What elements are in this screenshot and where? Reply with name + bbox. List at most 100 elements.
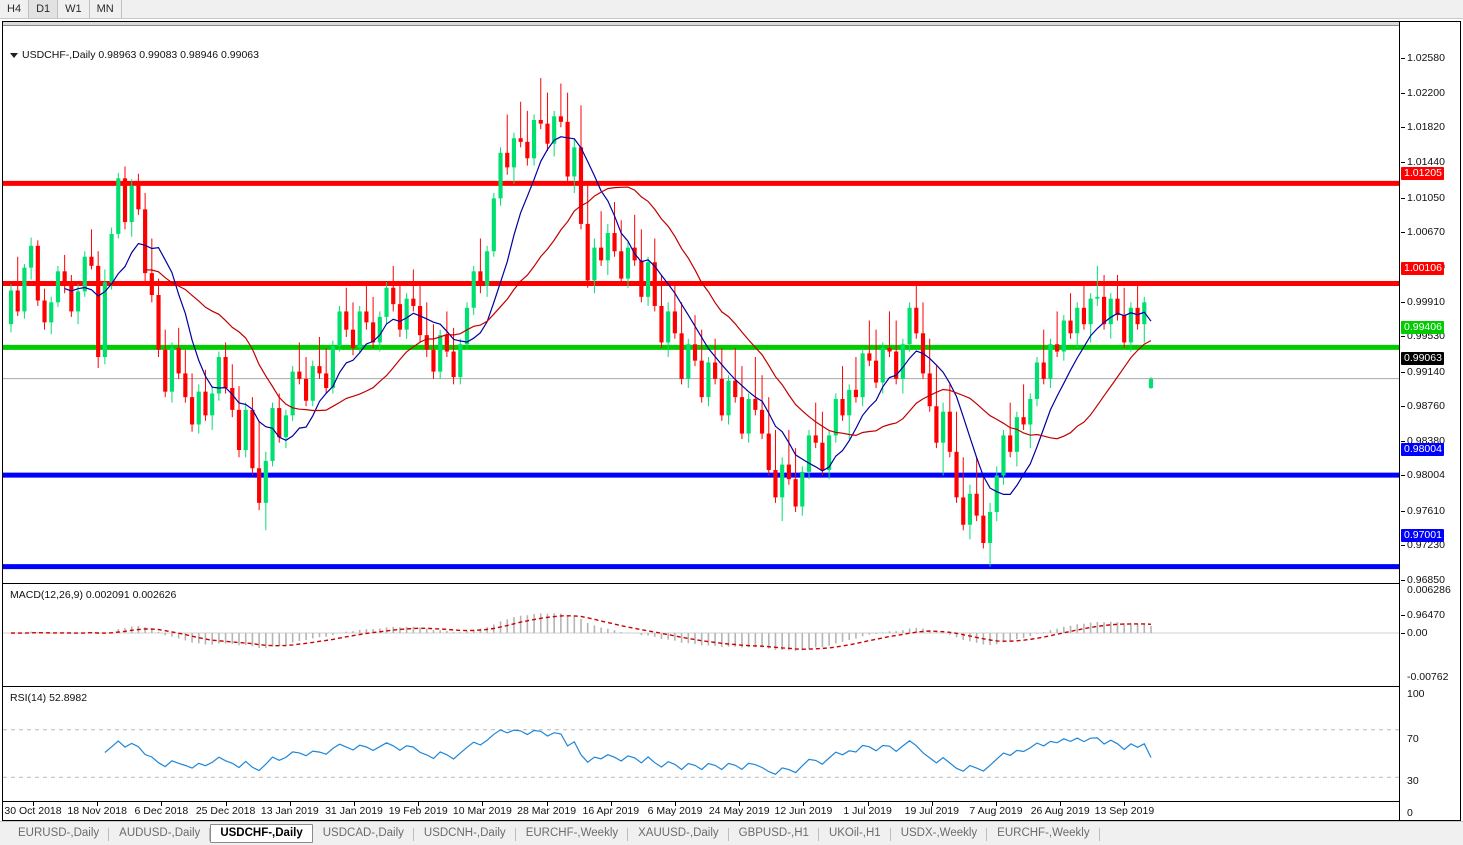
candle-body [599, 247, 604, 261]
candle-body [458, 344, 463, 378]
candle-body [679, 333, 684, 379]
candle-body [364, 311, 369, 323]
candle-body [780, 464, 785, 498]
rsi-pane[interactable] [3, 687, 1401, 800]
date-tick [675, 802, 676, 806]
chart-frame[interactable]: USDCHF-,Daily 0.98963 0.99083 0.98946 0.… [2, 21, 1461, 821]
date-axis-label: 19 Jul 2019 [904, 805, 959, 817]
price-pane[interactable] [3, 26, 1401, 583]
candle-body [183, 373, 188, 398]
candle-body [350, 329, 356, 348]
candle-body [122, 178, 128, 223]
date-axis-label: 1 Jul 2019 [843, 805, 892, 817]
price-tag-support-2[interactable]: 0.97001 [1401, 529, 1444, 542]
date-tick [610, 802, 612, 806]
date-tick [482, 802, 484, 806]
candle-body [867, 353, 872, 361]
candle-body [934, 406, 939, 443]
chart-tab[interactable]: UKOil-,H1 [819, 824, 891, 843]
candle-body [297, 371, 302, 379]
chart-tab[interactable]: EURCHF-,Weekly [987, 824, 1101, 843]
candle-body [1135, 307, 1140, 325]
chart-tab[interactable]: USDCNH-,Daily [414, 824, 516, 843]
date-axis-label: 13 Jan 2019 [260, 805, 319, 817]
candle-body [699, 360, 704, 398]
candle-body [102, 282, 107, 358]
date-axis-label: 6 Dec 2018 [134, 805, 189, 817]
chart-tab[interactable]: EURCHF-,Weekly [516, 824, 629, 843]
price-tick: 0.99910 [1400, 297, 1461, 308]
macd-svg [3, 613, 1401, 651]
candle-body [431, 349, 436, 372]
candle-body [49, 302, 54, 323]
candle-body [116, 178, 121, 234]
candle-body [612, 233, 617, 252]
candle-body [1014, 417, 1019, 452]
candle-body [216, 357, 221, 394]
candle-body [29, 245, 34, 268]
macd-scale-value: 0.00 [1407, 627, 1428, 639]
timeframe-w1[interactable]: W1 [58, 0, 90, 18]
price-tag-support-1[interactable]: 0.98004 [1401, 443, 1444, 456]
price-candles-svg [3, 78, 1401, 570]
candle-body [746, 398, 751, 434]
candle-body [169, 347, 175, 392]
date-axis-label: 19 Feb 2019 [388, 805, 448, 817]
candle-body [565, 121, 570, 177]
candle-body [941, 411, 946, 443]
chart-tab[interactable]: USDCAD-,Daily [313, 824, 415, 843]
tick-mark [1401, 58, 1405, 59]
price-tag-resistance-2[interactable]: 1.00106 [1401, 262, 1444, 275]
candle-body [585, 223, 590, 281]
price-tick-label: 0.98760 [1407, 400, 1445, 412]
price-tick-label: 1.01440 [1407, 156, 1445, 168]
candle-body [1081, 307, 1087, 325]
candle-body [424, 335, 429, 350]
candle-body [605, 233, 610, 261]
candle-body [397, 304, 403, 330]
candle-body [827, 435, 832, 471]
candle-body [451, 351, 456, 378]
candle-body [75, 291, 81, 312]
price-tick: 1.00670 [1400, 227, 1461, 238]
price-tag-pivot[interactable]: 0.99406 [1401, 321, 1444, 334]
chart-tab[interactable]: AUDUSD-,Daily [109, 824, 211, 843]
candle-body [69, 285, 74, 312]
chart-tab[interactable]: XAUUSD-,Daily [628, 824, 729, 843]
candle-body [706, 362, 711, 398]
timeframe-h4[interactable]: H4 [0, 0, 30, 18]
price-scale[interactable]: 1.02580 1.02200 1.01820 1.01440 1.01050 1.006… [1399, 22, 1460, 820]
timeframe-d1[interactable]: D1 [29, 0, 59, 18]
tick-mark [1401, 198, 1405, 199]
candle-body [880, 347, 885, 383]
candle-body [793, 479, 798, 507]
candle-body [820, 442, 825, 471]
timeframe-mn[interactable]: MN [89, 0, 122, 18]
rsi-scale-label: 0 [1400, 808, 1461, 819]
price-tick-label: 1.01820 [1407, 121, 1445, 133]
date-tick [289, 802, 291, 806]
price-tick-label: 0.99530 [1407, 330, 1445, 342]
macd-pane[interactable] [3, 584, 1401, 686]
candle-body [1101, 296, 1107, 325]
candle-body [1108, 298, 1113, 325]
date-tick [418, 802, 420, 806]
candle-body [552, 116, 557, 144]
candle-body [417, 305, 423, 336]
candle-body [230, 388, 235, 410]
candle-body [1088, 298, 1093, 325]
date-axis-label: 12 Jun 2019 [774, 805, 833, 817]
chart-tab[interactable]: EURUSD-,Daily [8, 824, 110, 843]
date-tick [1060, 802, 1062, 806]
chart-tab-active[interactable]: USDCHF-,Daily [210, 824, 313, 843]
price-tag-current-price[interactable]: 0.99063 [1401, 352, 1444, 365]
candle-body [666, 311, 671, 343]
candle-body [847, 389, 852, 416]
chart-tab[interactable]: GBPUSD-,H1 [729, 824, 820, 843]
price-tick: 1.02580 [1400, 53, 1461, 64]
candle-body [672, 311, 677, 334]
candle-body [645, 262, 651, 297]
price-tag-resistance-1[interactable]: 1.01205 [1401, 167, 1444, 180]
candle-body [578, 147, 584, 224]
chart-tab[interactable]: USDX-,Weekly [891, 824, 988, 843]
